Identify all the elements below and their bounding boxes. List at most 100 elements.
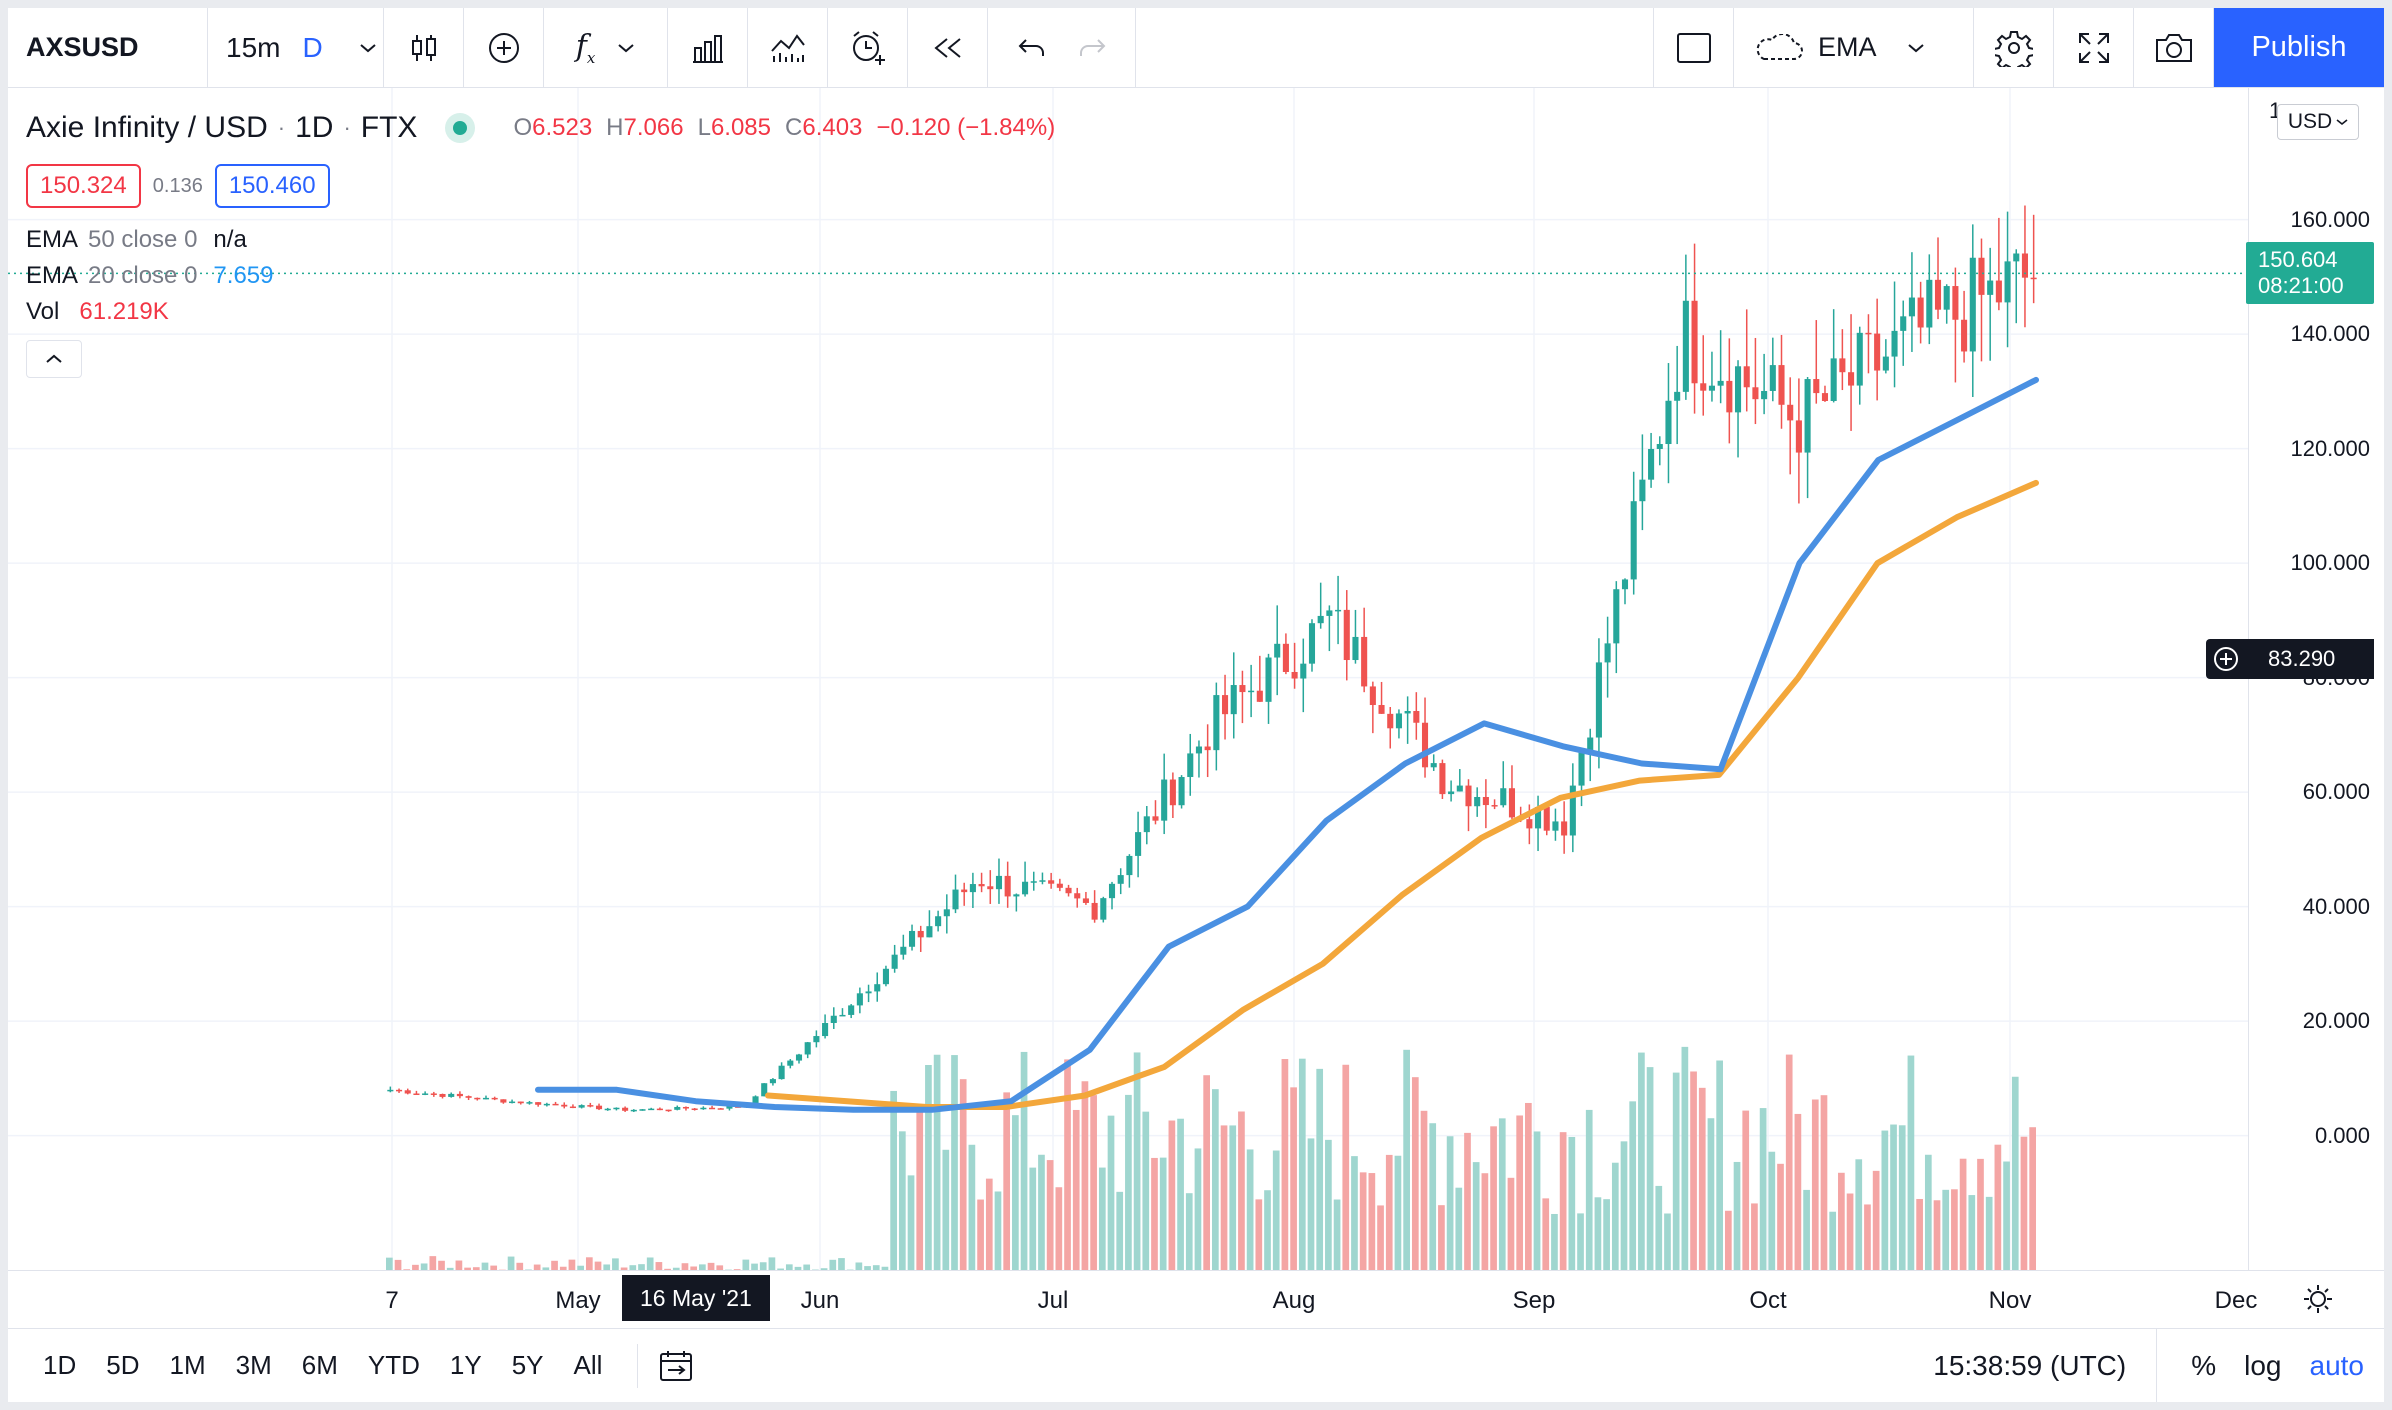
indicator-legend-volume[interactable]: Vol 61.219K <box>26 298 169 325</box>
sell-price-button[interactable]: 150.324 <box>26 164 141 208</box>
indicator-template-selector[interactable]: EMA <box>1734 8 1974 87</box>
candle-body <box>1195 746 1203 754</box>
candle-body <box>856 993 863 1006</box>
camera-icon[interactable] <box>2134 8 2214 87</box>
candle-body <box>1187 753 1194 778</box>
volume-bar <box>1394 1155 1402 1270</box>
price-tick: 0.000 <box>2314 1122 2370 1148</box>
candle-body <box>404 1090 411 1094</box>
trading-chart-window: AXSUSD 15m D fx <box>8 8 2384 1402</box>
indicator-template-label: EMA <box>1818 32 1877 62</box>
candle-body <box>1074 893 1081 899</box>
volume-bar <box>568 1259 576 1270</box>
price-scale[interactable]: 1 USD 160.000 140.000 120.000 100.000 80… <box>2248 88 2384 1270</box>
volume-bar <box>1238 1111 1245 1270</box>
range-3m-button[interactable]: 3M <box>235 1350 272 1380</box>
time-tick: Sep <box>1512 1287 1556 1314</box>
range-5y-button[interactable]: 5Y <box>511 1350 544 1380</box>
volume-bar <box>733 1269 741 1270</box>
collapse-legend-button[interactable] <box>26 340 82 378</box>
candle-body <box>1934 279 1942 310</box>
replay-icon[interactable] <box>908 8 988 87</box>
volume-bar <box>1820 1095 1828 1270</box>
high-value: 7.066 <box>623 114 684 141</box>
range-ytd-button[interactable]: YTD <box>367 1350 420 1380</box>
candle-body <box>648 1108 655 1111</box>
volume-bar <box>1646 1067 1654 1270</box>
candle-body <box>1387 713 1394 729</box>
candle-body <box>795 1054 803 1061</box>
volume-bar <box>768 1257 776 1270</box>
sun-settings-icon[interactable] <box>2302 1283 2334 1315</box>
undo-icon[interactable] <box>1017 36 1047 60</box>
volume-bar <box>1542 1198 1550 1270</box>
candle-body <box>1221 695 1229 715</box>
range-1m-button[interactable]: 1M <box>169 1350 206 1380</box>
volume-bar <box>794 1266 802 1270</box>
add-alert-plus-button[interactable] <box>2206 638 2246 679</box>
interval-selector[interactable]: 15m D <box>208 8 384 87</box>
volume-bar <box>1977 1158 1984 1270</box>
compare-plus-icon[interactable] <box>464 8 544 87</box>
buy-price-button[interactable]: 150.460 <box>214 164 330 208</box>
candle-body <box>1065 887 1072 894</box>
interval-alt-label: D <box>302 31 323 63</box>
fullscreen-icon[interactable] <box>2054 8 2134 87</box>
gear-icon[interactable] <box>1974 8 2054 87</box>
range-1y-button[interactable]: 1Y <box>449 1350 482 1380</box>
layout-rect-icon[interactable] <box>1654 8 1734 87</box>
chart-pane[interactable]: Axie Infinity / USD · 1D · FTX O6.523 H7… <box>8 88 2248 1270</box>
range-all-button[interactable]: All <box>573 1350 603 1380</box>
log-scale-toggle[interactable]: log <box>2244 1349 2282 1381</box>
candle-body <box>1326 610 1333 616</box>
candle-body <box>952 889 959 910</box>
candle-body <box>1908 297 1915 317</box>
percent-scale-toggle[interactable]: % <box>2191 1349 2217 1381</box>
indicator-legend-ema50[interactable]: EMA 50 close 0 n/a <box>26 226 247 253</box>
candle-body <box>1648 448 1655 480</box>
candle-body <box>1352 636 1359 661</box>
candle-body <box>1552 821 1559 831</box>
volume-bar <box>1577 1213 1584 1270</box>
market-status-dot[interactable] <box>445 113 476 143</box>
range-1d-button[interactable]: 1D <box>43 1350 77 1380</box>
candle-body <box>1987 280 1994 295</box>
time-scale[interactable]: 7 May Jun Jul Aug Sep Oct Nov Dec 16 May… <box>8 1270 2384 1328</box>
range-5d-button[interactable]: 5D <box>106 1350 140 1380</box>
symbol-search-button[interactable]: AXSUSD <box>8 8 208 87</box>
range-6m-button[interactable]: 6M <box>301 1350 338 1380</box>
volume-bar <box>699 1264 706 1270</box>
volume-bar <box>1846 1193 1854 1270</box>
candle-body <box>1743 366 1750 388</box>
chevron-down-icon <box>359 42 377 54</box>
candle-body <box>943 909 950 917</box>
candle-body <box>439 1093 446 1097</box>
timezone-clock[interactable]: 15:38:59 (UTC) <box>1933 1329 2158 1402</box>
volume-bar <box>1890 1124 1897 1270</box>
candle-body <box>1248 690 1255 693</box>
volume-bar <box>1342 1064 1350 1270</box>
price-chart[interactable] <box>8 88 2248 1270</box>
volume-bar <box>1525 1102 1532 1270</box>
indicators-button[interactable]: fx <box>544 8 668 87</box>
financials-icon[interactable] <box>668 8 748 87</box>
volume-bar <box>777 1268 784 1270</box>
indicator-legend-ema20[interactable]: EMA 20 close 0 7.659 <box>26 262 274 289</box>
publish-button[interactable]: Publish <box>2214 8 2384 87</box>
volume-bar <box>864 1266 871 1270</box>
auto-scale-toggle[interactable]: auto <box>2309 1349 2365 1381</box>
redo-icon[interactable] <box>1077 36 1107 60</box>
candle-body <box>1395 713 1402 729</box>
volume-bar <box>1446 1136 1454 1270</box>
templates-icon[interactable] <box>748 8 828 87</box>
candle-body <box>526 1102 533 1104</box>
candle-body <box>1448 791 1455 795</box>
price-tick: 140.000 <box>2290 321 2370 347</box>
alert-clock-icon[interactable] <box>828 8 908 87</box>
currency-selector[interactable]: USD <box>2277 104 2359 140</box>
candles-icon[interactable] <box>384 8 464 87</box>
volume-bar <box>1855 1159 1863 1270</box>
candle-body <box>987 886 994 890</box>
volume-bar <box>394 1259 402 1270</box>
goto-date-icon[interactable] <box>658 1349 694 1383</box>
